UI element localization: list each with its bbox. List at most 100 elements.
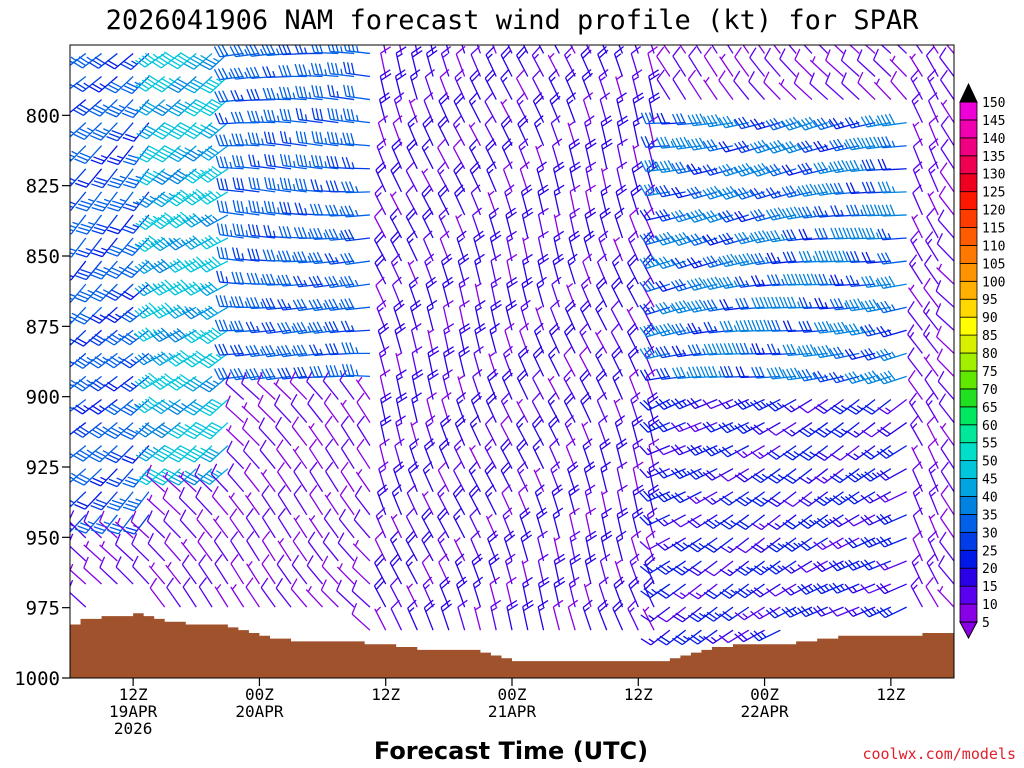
barb-staff [718,79,734,100]
barb-staff [324,494,339,516]
barb-half-feather [427,306,434,312]
barb-feather [719,568,731,577]
barb-feather [160,170,172,178]
barb-half-feather [629,238,636,244]
barb-feather [188,193,200,202]
wind-barb [135,74,166,92]
wind-barb [392,115,403,146]
barb-feather [229,508,238,519]
barb-feather [523,603,534,612]
barb-feather [672,69,681,80]
barb-feather [421,507,431,518]
barb-feather [502,507,513,517]
barb-staff [307,403,324,423]
wind-barb [215,295,244,308]
barb-feather [614,45,624,55]
barb-feather [601,119,613,127]
barb-feather [292,531,301,542]
barb-feather [105,111,117,118]
barb-feather [501,484,511,494]
barb-feather [232,177,237,189]
wind-barb [438,553,450,585]
barb-staff [115,544,134,562]
barb-feather [260,577,269,588]
barb-feather [154,219,165,227]
barb-feather [694,278,703,289]
barb-half-feather [697,470,704,477]
barb-feather [151,406,162,415]
wind-barb [394,322,407,354]
wind-barb [389,191,403,216]
barb-feather [734,166,743,177]
barb-staff [748,81,766,101]
barb-half-feather [697,166,703,173]
wind-barb [702,468,734,481]
barb-feather [157,238,168,247]
barb-feather [629,349,639,359]
barb-feather [160,423,172,431]
barb-staff [395,352,403,377]
barb-feather [48,151,58,156]
barb-feather [703,545,715,553]
wind-barb [135,422,166,438]
barb-feather [169,356,180,365]
barb-feather [218,90,225,102]
barb-feather [350,62,355,75]
barb-half-feather [118,426,125,432]
barb-feather [315,85,320,98]
wind-barb [615,184,628,216]
barb-feather [340,438,350,449]
barb-feather [247,223,252,236]
wind-barb [383,45,387,54]
wind-barb [260,577,276,608]
barb-feather [189,450,201,458]
wind-barb [70,76,71,78]
barb-staff [206,214,229,227]
barb-feather [674,302,683,313]
barb-feather [658,467,668,477]
wind-barb [163,509,181,539]
barb-feather [282,65,288,77]
barb-staff [757,45,766,54]
barb-feather [655,303,664,315]
barb-feather [218,112,225,124]
barb-half-feather [602,514,609,519]
barb-feather [144,398,156,407]
barb-half-feather [276,115,280,122]
wind-barb [655,301,686,315]
barb-feather [89,134,102,141]
wind-barb [613,236,624,262]
barb-staff [734,56,750,77]
barb-half-feather [87,127,94,132]
barb-feather [135,429,146,438]
barb-feather [249,321,256,333]
barb-feather [91,229,103,235]
barb-staff [461,45,466,54]
barb-feather [125,526,138,532]
barb-feather [179,349,190,359]
barb-feather [405,530,415,541]
barb-half-feather [650,492,656,499]
wind-barb [245,577,260,608]
barb-feather [134,405,146,414]
barb-feather [679,322,687,334]
wind-barb [231,155,260,170]
barb-feather [201,216,211,225]
barb-feather [428,350,440,358]
barb-feather [160,304,171,314]
barb-feather [470,45,481,55]
barb-feather [170,453,182,460]
wind-barb [406,484,418,516]
barb-feather [197,263,207,273]
barb-feather [70,209,71,212]
barb-feather [202,406,214,414]
barb-half-feather [424,584,430,590]
barb-feather [710,186,719,198]
barb-feather [73,133,85,141]
wind-barb [501,484,513,516]
barb-feather [204,236,215,246]
barb-half-feather [116,517,121,525]
barb-feather [585,507,597,515]
barb-feather [421,530,431,541]
barb-half-feather [340,114,343,122]
